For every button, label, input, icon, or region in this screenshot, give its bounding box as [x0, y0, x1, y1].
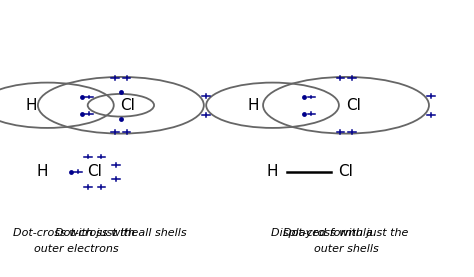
Text: Displayed formula: Displayed formula: [272, 228, 373, 238]
Text: Dot-cross with just the: Dot-cross with just the: [283, 228, 409, 238]
Text: Dot-cross with all shells: Dot-cross with all shells: [55, 228, 187, 238]
Text: H: H: [267, 164, 278, 179]
Text: Cl: Cl: [87, 164, 102, 179]
Text: Cl: Cl: [338, 164, 354, 179]
Text: outer electrons: outer electrons: [34, 244, 118, 254]
Text: H: H: [25, 98, 36, 113]
Text: Cl: Cl: [120, 98, 136, 113]
Text: H: H: [248, 98, 259, 113]
Text: outer shells: outer shells: [314, 244, 378, 254]
Text: H: H: [37, 164, 48, 179]
Text: Dot-cross with just the: Dot-cross with just the: [13, 228, 138, 238]
Text: Cl: Cl: [346, 98, 361, 113]
